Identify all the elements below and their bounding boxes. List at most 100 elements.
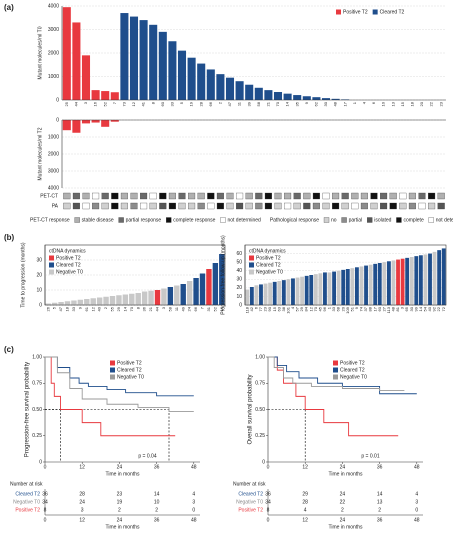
bar [254, 285, 259, 305]
x-tick-label: 7 [112, 101, 117, 104]
x-tick-label: 6 [371, 101, 376, 104]
x-tick-label: 0 [44, 517, 47, 523]
legend-swatch [333, 374, 338, 380]
x-tick-label: 52 [212, 306, 217, 311]
x-tick-label: 48 [191, 464, 197, 470]
x-tick-label: 58 [256, 101, 261, 106]
x-tick-label: 17 [342, 101, 347, 106]
legend-swatch [110, 367, 115, 373]
x-tick-label: 13 [390, 101, 395, 106]
legend-title: Pathological response [270, 217, 319, 223]
tile [399, 192, 407, 200]
y-axis-label: Mutant molecules/ml T0 [37, 26, 43, 79]
tile [274, 202, 282, 210]
bar [313, 274, 318, 305]
bar [174, 285, 180, 305]
tile [370, 202, 378, 210]
legend-title: ctDNA dynamics [249, 248, 286, 254]
x-tick-label: 5 [52, 306, 57, 309]
x-tick-label: 12 [302, 517, 308, 523]
x-tick-label: 17 [372, 306, 377, 311]
risk-table-title: Number at risk [233, 481, 266, 487]
bar [168, 41, 177, 100]
x-tick-label: 24 [117, 464, 123, 470]
bar [359, 266, 364, 305]
risk-table-title: Number at risk [10, 481, 43, 487]
x-tick-label: 2 [217, 101, 222, 104]
risk-value: 24 [79, 499, 85, 505]
risk-value: 2 [118, 507, 121, 513]
x-tick-label: 19 [189, 101, 194, 106]
bar [321, 98, 331, 100]
tile [341, 202, 349, 210]
x-tick-label: 118 [244, 306, 249, 313]
bar [281, 280, 286, 305]
x-tick-label: 81 [395, 306, 400, 311]
tile [351, 202, 359, 210]
legend-label: partial [349, 217, 363, 223]
bar [332, 271, 336, 305]
x-tick-label: 39 [246, 101, 251, 106]
bar [437, 250, 442, 305]
x-tick-label: 48 [391, 306, 396, 311]
y-tick-label: 30 [36, 257, 42, 263]
tile [293, 202, 301, 210]
bar [122, 294, 129, 305]
bar [391, 260, 396, 305]
tile [159, 192, 167, 200]
legend-label: Positive T2 [340, 360, 365, 366]
x-tick-label: 55 [110, 306, 115, 311]
y-tick-label: 0 [39, 459, 42, 465]
x-tick-label: 77 [258, 306, 263, 311]
tile [245, 192, 253, 200]
x-tick-label: 25 [64, 101, 69, 106]
legend-swatch [118, 217, 124, 223]
y-tick-label: 0 [56, 117, 59, 123]
bar [158, 31, 167, 101]
y-tick-label: 1000 [48, 134, 59, 140]
x-tick-label: 33 [331, 306, 336, 311]
legend-label: isolated [374, 217, 391, 223]
bar [51, 302, 58, 305]
y-tick-label: 0.75 [32, 381, 42, 387]
x-tick-label: 40 [427, 306, 432, 311]
bar [96, 297, 103, 305]
y-tick-label: 20 [236, 285, 242, 291]
x-tick-label: 11 [237, 101, 242, 106]
bar [396, 259, 400, 305]
bar [441, 248, 446, 305]
bar [341, 269, 346, 305]
bar [135, 293, 141, 305]
survival-curve [45, 356, 194, 413]
legend-swatch [249, 255, 254, 261]
tile [168, 192, 176, 200]
tile [159, 202, 167, 210]
bar [318, 273, 323, 305]
x-tick-label: 21 [148, 306, 153, 311]
tile [312, 202, 320, 210]
legend-swatch [333, 360, 338, 366]
x-tick-label: 15 [400, 101, 405, 106]
legend-label: Negative T0 [56, 269, 83, 275]
bar [139, 20, 148, 101]
annotation: p = 0.01 [361, 453, 379, 459]
bar [414, 256, 419, 305]
x-tick-label: 18 [409, 101, 414, 106]
bar [304, 275, 309, 305]
bar [364, 265, 368, 305]
bar [225, 77, 235, 100]
y-axis-label: Overall survival probability [248, 374, 254, 444]
tile [236, 192, 244, 200]
tile [370, 192, 378, 200]
bar [235, 81, 244, 100]
x-tick-label: 68 [336, 306, 341, 311]
y-tick-label: 0.25 [255, 433, 265, 439]
tile [82, 192, 90, 200]
tile [207, 192, 215, 200]
bar [418, 255, 423, 305]
x-tick-label: 35 [294, 101, 299, 106]
x-tick-label: 12 [90, 306, 95, 311]
bar [268, 282, 273, 305]
bar [345, 269, 350, 305]
legend-label: complete [403, 217, 424, 223]
